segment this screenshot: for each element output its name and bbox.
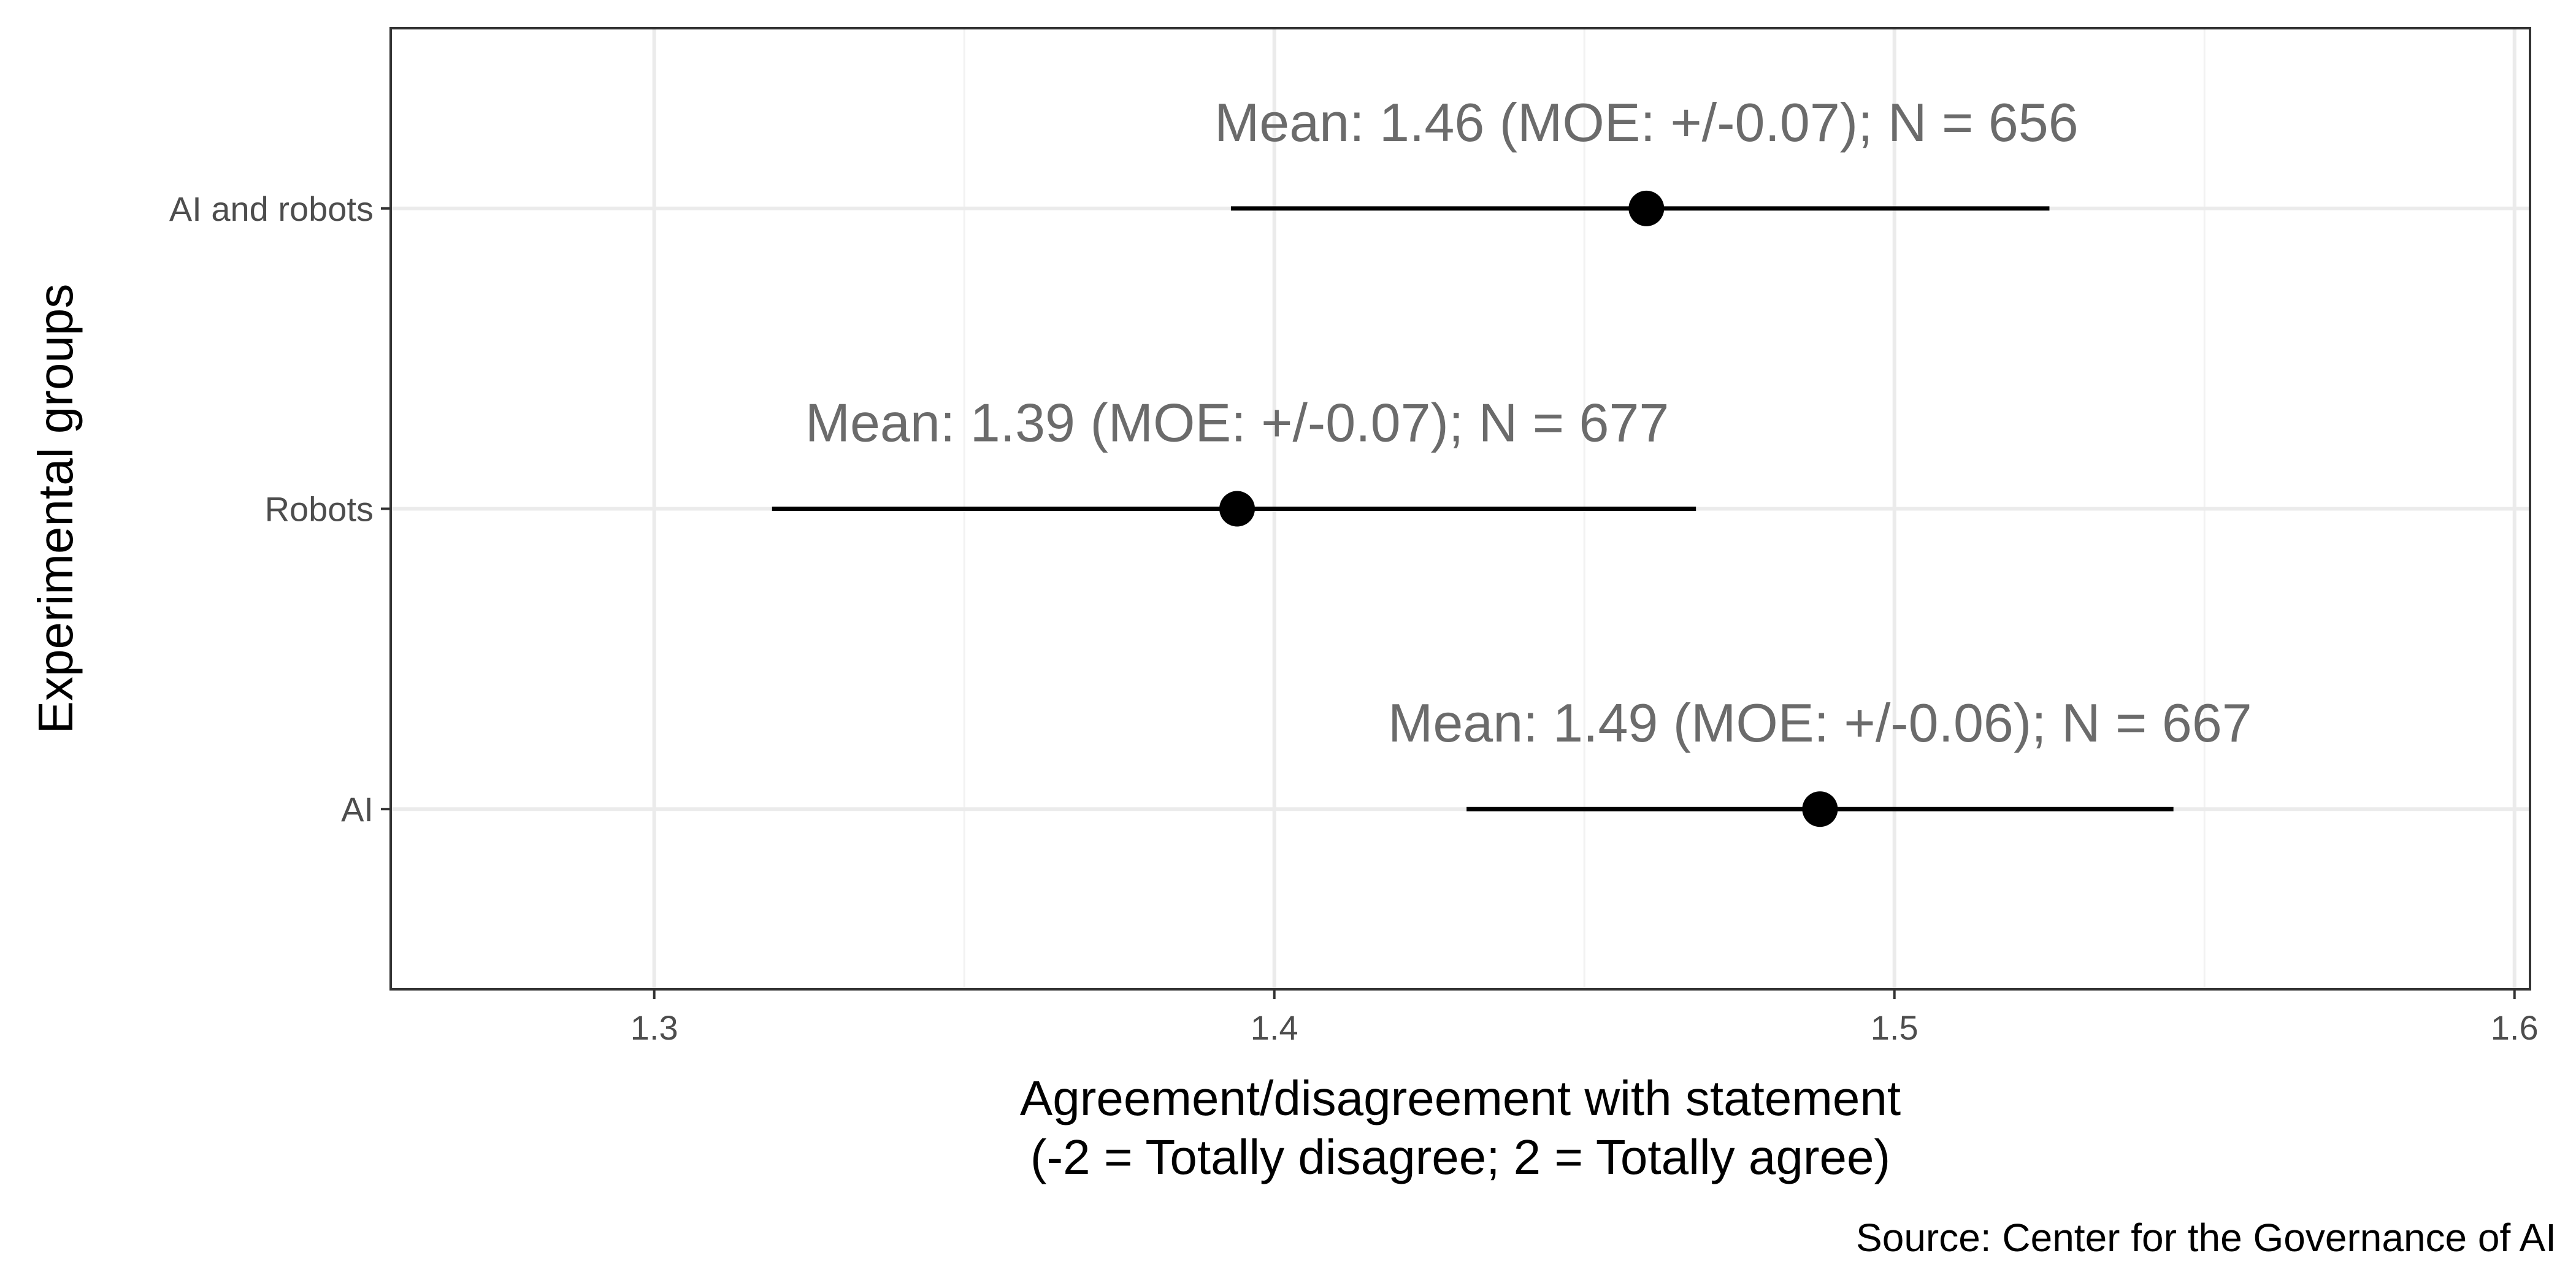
y-tick-label: Robots xyxy=(265,490,374,529)
point-annotation: Mean: 1.46 (MOE: +/-0.07); N = 656 xyxy=(1214,92,2079,153)
x-axis-title-line-2: (-2 = Totally disagree; 2 = Totally agre… xyxy=(1030,1130,1890,1184)
axis-ticks: 1.3 1.4 1.5 1.6 AI and robots Robots AI xyxy=(169,190,2539,1047)
point-annotations: Mean: 1.46 (MOE: +/-0.07); N = 656 Mean: … xyxy=(805,92,2252,753)
point-annotation: Mean: 1.39 (MOE: +/-0.07); N = 677 xyxy=(805,393,1669,453)
x-tick-label: 1.4 xyxy=(1251,1008,1298,1047)
x-tick-label: 1.6 xyxy=(2491,1008,2539,1047)
mean-point xyxy=(1802,791,1838,827)
y-tick-label: AI xyxy=(341,790,374,829)
x-tick-label: 1.3 xyxy=(631,1008,678,1047)
source-caption: Source: Center for the Governance of AI xyxy=(1856,1216,2556,1260)
point-annotation: Mean: 1.49 (MOE: +/-0.06); N = 667 xyxy=(1388,692,2252,753)
x-axis-title-line-1: Agreement/disagreement with statement xyxy=(1020,1071,1901,1125)
y-tick-label: AI and robots xyxy=(169,190,374,228)
x-tick-label: 1.5 xyxy=(1871,1008,1919,1047)
points xyxy=(1219,190,1838,827)
mean-point xyxy=(1628,190,1665,226)
y-axis-title: Experimental groups xyxy=(28,284,83,734)
panel-border xyxy=(389,27,2531,991)
mean-point xyxy=(1219,491,1255,527)
